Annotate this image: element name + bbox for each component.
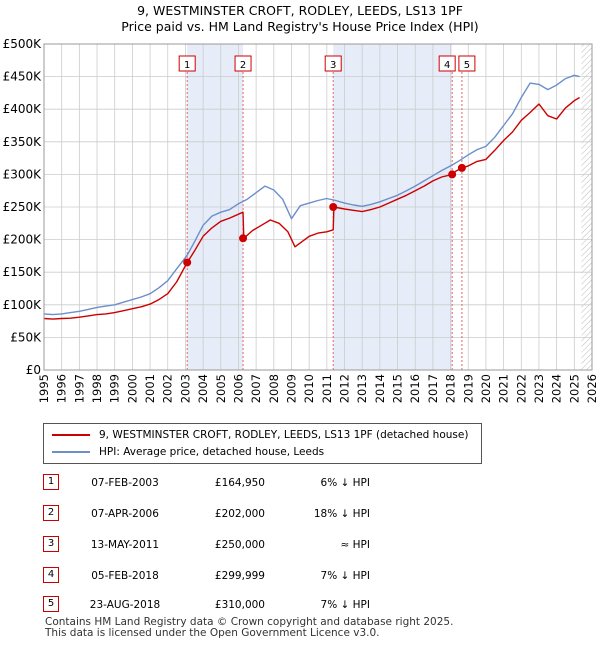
x-tick-label: 2018 <box>444 374 458 403</box>
x-tick-label: 2002 <box>161 374 175 403</box>
footer-line2: This data is licensed under the Open Gov… <box>45 627 380 639</box>
legend-swatch-price-paid <box>52 434 90 436</box>
price-chart: £0 £50K £100K £150K £200K £250K £300K £350K £400… <box>3 37 599 403</box>
x-tick-label: 2011 <box>320 374 334 403</box>
x-tick-label: 2005 <box>214 374 228 403</box>
x-tick-label: 1995 <box>37 374 51 403</box>
sale-price: £299,999 <box>214 570 265 582</box>
sale-hpi-relation: 7% ↓ HPI <box>320 599 370 611</box>
y-tick-label: £300K <box>3 167 43 181</box>
sale-point <box>183 258 192 267</box>
table-row: 2 07-APR-2006 £202,000 18% ↓ HPI <box>0 505 600 523</box>
table-row: 1 07-FEB-2003 £164,950 6% ↓ HPI <box>0 474 600 492</box>
x-tick-label: 2012 <box>338 374 352 403</box>
plot-border <box>43 43 593 371</box>
y-tick-label: £450K <box>3 70 43 84</box>
sale-date: 07-FEB-2003 <box>91 477 159 489</box>
x-tick-label: 2016 <box>408 374 422 403</box>
sale-point <box>448 170 457 179</box>
y-tick-label: £0 <box>26 363 41 377</box>
x-tick-label: 2009 <box>284 374 298 403</box>
sale-number-badge: 5 <box>43 596 59 612</box>
x-tick-label: 2023 <box>532 374 546 403</box>
sale-number-badge: 3 <box>43 536 59 552</box>
x-tick-label: 1996 <box>55 374 69 403</box>
sale-price: £310,000 <box>214 599 265 611</box>
sale-number-label: 5 <box>464 60 470 71</box>
x-tick-label: 2000 <box>125 374 139 403</box>
x-tick-label: 2001 <box>143 374 157 403</box>
sale-number-badge: 1 <box>43 474 59 490</box>
x-tick-label: 2024 <box>550 374 564 403</box>
chart-title: 9, WESTMINSTER CROFT, RODLEY, LEEDS, LS1… <box>0 3 600 35</box>
sale-number-label: 1 <box>184 60 190 71</box>
legend-swatch-hpi <box>52 451 90 453</box>
x-tick-label: 2019 <box>461 374 475 403</box>
legend-label-price-paid: 9, WESTMINSTER CROFT, RODLEY, LEEDS, LS1… <box>99 429 469 441</box>
chart-title-line2: Price paid vs. HM Land Registry's House … <box>121 19 479 34</box>
x-tick-label: 2013 <box>355 374 369 403</box>
y-tick-label: £200K <box>3 233 43 247</box>
x-tick-label: 2026 <box>585 374 599 403</box>
sale-number-box <box>178 55 196 72</box>
x-tick-label: 2025 <box>567 374 581 403</box>
table-row: 3 13-MAY-2011 £250,000 ≈ HPI <box>0 536 600 554</box>
sale-price: £164,950 <box>214 477 265 489</box>
legend-label-hpi: HPI: Average price, detached house, Leed… <box>99 446 325 458</box>
x-tick-label: 2015 <box>391 374 405 403</box>
x-tick-label: 2004 <box>196 374 210 403</box>
x-tick-label: 2014 <box>373 374 387 403</box>
sale-number-box <box>234 55 252 72</box>
sale-hpi-relation: ≈ HPI <box>340 539 370 551</box>
x-tick-label: 2006 <box>231 374 245 403</box>
y-tick-label: £150K <box>3 265 43 279</box>
sale-price: £202,000 <box>214 508 265 520</box>
sale-number-badge: 4 <box>43 567 59 583</box>
x-tick-label: 2008 <box>267 374 281 403</box>
sale-point <box>239 234 248 243</box>
x-tick-label: 1998 <box>90 374 104 403</box>
sale-number-box <box>438 55 456 72</box>
sale-hpi-relation: 6% ↓ HPI <box>320 477 370 489</box>
x-tick-label: 1997 <box>72 374 86 403</box>
x-tick-label: 2022 <box>514 374 528 403</box>
x-tick-label: 2020 <box>479 374 493 403</box>
table-row: 5 23-AUG-2018 £310,000 7% ↓ HPI <box>0 596 600 614</box>
sale-date: 23-AUG-2018 <box>89 599 161 611</box>
x-tick-label: 2010 <box>302 374 316 403</box>
sale-number-box <box>458 55 476 72</box>
x-tick-label: 2003 <box>178 374 192 403</box>
y-tick-label: £50K <box>10 330 42 344</box>
y-tick-label: £100K <box>3 298 43 312</box>
y-tick-label: £350K <box>3 135 43 149</box>
x-tick-label: 2021 <box>497 374 511 403</box>
sale-number-label: 3 <box>330 60 336 71</box>
hpi-line <box>43 74 580 316</box>
sale-price: £250,000 <box>214 539 265 551</box>
table-row: 4 05-FEB-2018 £299,999 7% ↓ HPI <box>0 567 600 585</box>
sale-point <box>457 163 466 172</box>
chart-title-line1: 9, WESTMINSTER CROFT, RODLEY, LEEDS, LS1… <box>137 3 463 18</box>
x-tick-label: 2017 <box>426 374 440 403</box>
y-tick-label: £400K <box>3 102 43 116</box>
y-tick-label: £500K <box>3 37 43 51</box>
sale-hpi-relation: 7% ↓ HPI <box>320 570 370 582</box>
chart-legend: 9, WESTMINSTER CROFT, RODLEY, LEEDS, LS1… <box>43 423 482 464</box>
sale-date: 07-APR-2006 <box>91 508 159 520</box>
footer-attribution: Contains HM Land Registry data © Crown c… <box>45 617 453 639</box>
sale-number-label: 2 <box>240 60 246 71</box>
y-tick-label: £250K <box>3 200 43 214</box>
sale-date: 05-FEB-2018 <box>91 570 159 582</box>
sale-number-badge: 2 <box>43 505 59 521</box>
price-paid-line <box>43 96 580 320</box>
x-tick-label: 2007 <box>249 374 263 403</box>
sale-hpi-relation: 18% ↓ HPI <box>313 508 370 520</box>
footer-line1: Contains HM Land Registry data © Crown c… <box>45 616 454 628</box>
sale-point <box>329 203 338 211</box>
sale-date: 13-MAY-2011 <box>90 539 160 551</box>
sale-number-box <box>324 55 342 72</box>
x-tick-label: 1999 <box>108 374 122 403</box>
sale-number-label: 4 <box>444 60 450 71</box>
